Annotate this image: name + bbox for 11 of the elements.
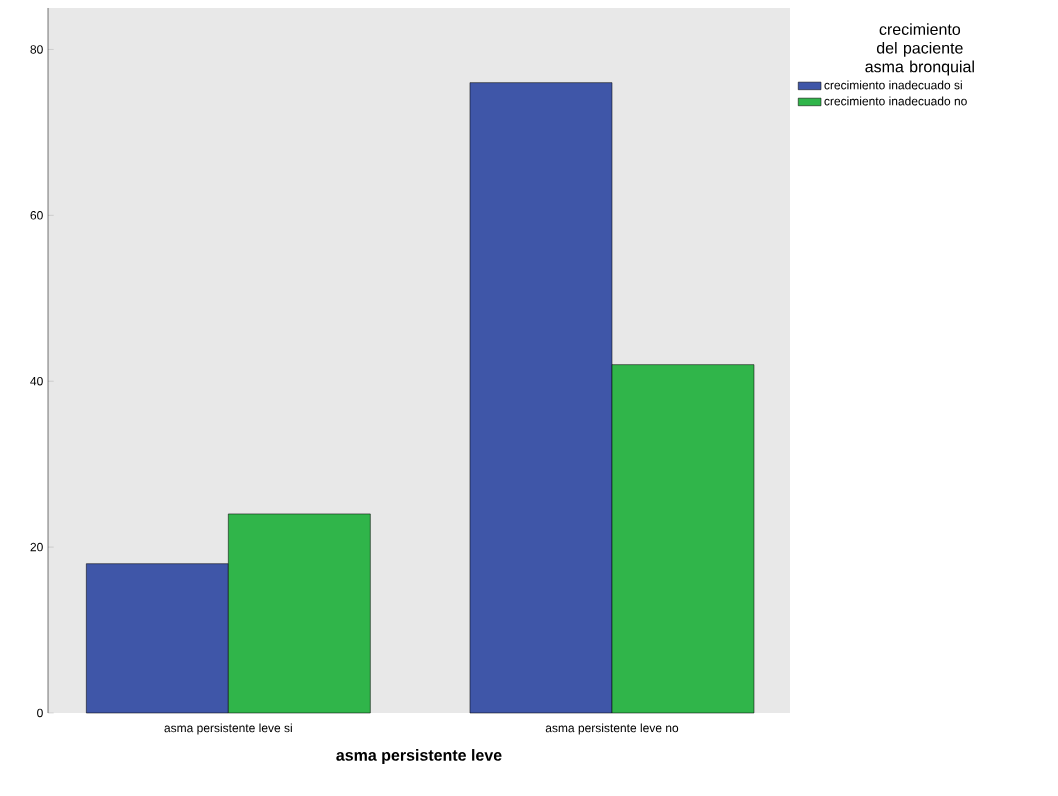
legend-title: crecimiento del paciente asma bronquial xyxy=(865,23,974,76)
y-tick-label: 80 xyxy=(30,45,43,54)
x-tick-label: asma persistente leve no xyxy=(545,723,679,735)
y-tick-label: 0 xyxy=(37,708,43,718)
x-tick-label: asma persistente leve si xyxy=(164,723,292,735)
y-tick-label: 40 xyxy=(30,376,43,386)
legend-label: crecimiento inadecuado si xyxy=(824,80,962,90)
x-axis-title: asma persistente leve xyxy=(336,749,502,764)
legend-label: crecimiento inadecuado no xyxy=(824,96,967,106)
y-tick-label: 20 xyxy=(30,542,43,552)
y-tick-label: 60 xyxy=(30,211,43,220)
